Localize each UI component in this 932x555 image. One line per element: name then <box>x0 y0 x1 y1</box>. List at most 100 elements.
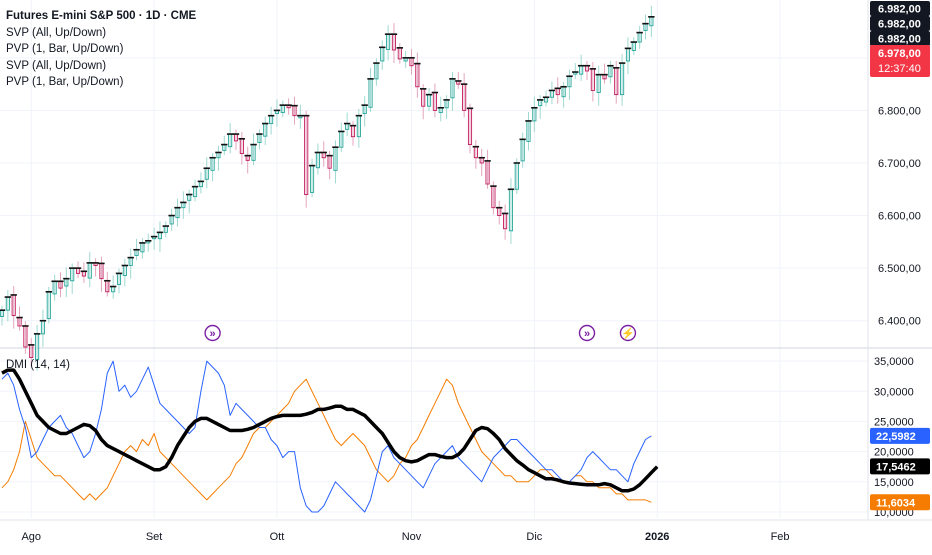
symbol-title[interactable]: Futures E-mini S&P 500 · 1D · CME <box>6 10 197 22</box>
candle[interactable] <box>285 98 292 115</box>
candle[interactable] <box>478 148 485 177</box>
candle[interactable] <box>484 149 491 189</box>
candle[interactable] <box>186 189 193 214</box>
plus-di-line[interactable] <box>1 360 652 513</box>
candle[interactable] <box>57 272 64 298</box>
candle[interactable] <box>630 37 637 56</box>
candle[interactable] <box>115 268 123 294</box>
candle[interactable] <box>595 65 602 106</box>
candle[interactable] <box>396 43 403 64</box>
candle[interactable] <box>501 204 509 240</box>
candle[interactable] <box>636 25 643 49</box>
candle[interactable] <box>349 120 357 146</box>
dmi-indicator-label[interactable]: DMI (14, 14) <box>6 359 70 371</box>
candle[interactable] <box>191 179 199 202</box>
indicator-label-pvp-2[interactable]: PVP (1, Bar, Up/Down) <box>6 76 124 88</box>
candle[interactable] <box>583 60 591 80</box>
candle[interactable] <box>618 54 626 106</box>
candle[interactable] <box>33 324 41 371</box>
candle[interactable] <box>262 116 269 146</box>
candle[interactable] <box>513 158 520 195</box>
candle[interactable] <box>367 67 374 112</box>
candle[interactable] <box>180 191 187 219</box>
candle[interactable] <box>16 306 23 331</box>
candle[interactable] <box>379 40 386 70</box>
candle[interactable] <box>449 72 456 111</box>
candle[interactable] <box>139 238 146 259</box>
candle[interactable] <box>28 338 35 367</box>
candle[interactable] <box>642 14 649 40</box>
candle[interactable] <box>98 256 105 292</box>
candle[interactable] <box>384 25 392 61</box>
candle[interactable] <box>566 69 573 100</box>
event-icon-dividend[interactable]: » <box>204 324 221 342</box>
candle[interactable] <box>443 95 450 119</box>
candle[interactable] <box>624 37 632 75</box>
candle[interactable] <box>215 145 222 171</box>
candle[interactable] <box>613 60 620 104</box>
candle[interactable] <box>104 271 111 297</box>
candle[interactable] <box>537 95 544 119</box>
candle[interactable] <box>589 62 597 102</box>
price-axis[interactable]: 6.900,006.800,006.700,006.600,006.500,00… <box>870 1 930 328</box>
indicator-label-pvp-1[interactable]: PVP (1, Bar, Up/Down) <box>6 43 124 55</box>
candle[interactable] <box>273 99 281 127</box>
candle[interactable] <box>291 96 298 125</box>
candle[interactable] <box>221 135 228 156</box>
candle[interactable] <box>320 141 327 167</box>
candle[interactable] <box>244 146 251 174</box>
candle[interactable] <box>326 150 333 180</box>
candle[interactable] <box>314 143 322 175</box>
candle[interactable] <box>542 90 550 107</box>
candle[interactable] <box>279 100 286 118</box>
candle[interactable] <box>121 258 129 287</box>
candle[interactable] <box>209 152 216 182</box>
candle[interactable] <box>437 96 444 122</box>
candle[interactable] <box>355 108 363 148</box>
candle[interactable] <box>425 87 433 111</box>
candle[interactable] <box>162 221 169 238</box>
candle[interactable] <box>256 129 263 150</box>
candle[interactable] <box>560 82 567 108</box>
candle[interactable] <box>250 133 257 166</box>
candle[interactable] <box>80 262 88 283</box>
time-axis[interactable]: Ago Set Ott Nov Dic 2026 Feb <box>21 531 789 543</box>
candle[interactable] <box>332 140 339 184</box>
candle[interactable] <box>466 103 474 154</box>
candle[interactable] <box>507 178 515 244</box>
candle[interactable] <box>601 63 608 84</box>
candle[interactable] <box>548 81 556 105</box>
indicator-label-svp-1[interactable]: SVP (All, Up/Down) <box>6 26 107 39</box>
candle[interactable] <box>232 129 240 150</box>
candle[interactable] <box>22 321 29 354</box>
candle[interactable] <box>455 72 462 89</box>
candle[interactable] <box>303 110 310 208</box>
candle[interactable] <box>156 221 164 252</box>
candle[interactable] <box>197 172 205 194</box>
candle[interactable] <box>45 287 52 324</box>
candle[interactable] <box>496 200 503 225</box>
candle[interactable] <box>572 63 579 79</box>
candle[interactable] <box>338 122 345 152</box>
candle[interactable] <box>109 275 117 299</box>
candle[interactable] <box>86 251 93 288</box>
candle[interactable] <box>648 5 655 37</box>
candle[interactable] <box>267 106 275 135</box>
candle[interactable] <box>145 233 152 252</box>
candle[interactable] <box>431 83 439 118</box>
event-icon-dividend-2[interactable]: » <box>578 324 596 342</box>
indicator-label-svp-2[interactable]: SVP (All, Up/Down) <box>6 59 107 72</box>
candle[interactable] <box>607 60 614 84</box>
candle[interactable] <box>402 50 409 68</box>
candle[interactable] <box>490 181 497 215</box>
candle[interactable] <box>472 139 480 169</box>
adx-line[interactable] <box>1 368 659 493</box>
candle[interactable] <box>4 290 12 322</box>
minus-di-line[interactable] <box>1 378 652 503</box>
candle[interactable] <box>168 208 175 231</box>
candle[interactable] <box>531 96 538 132</box>
candle[interactable] <box>460 73 468 118</box>
candle[interactable] <box>390 23 398 64</box>
candle[interactable] <box>150 227 158 250</box>
